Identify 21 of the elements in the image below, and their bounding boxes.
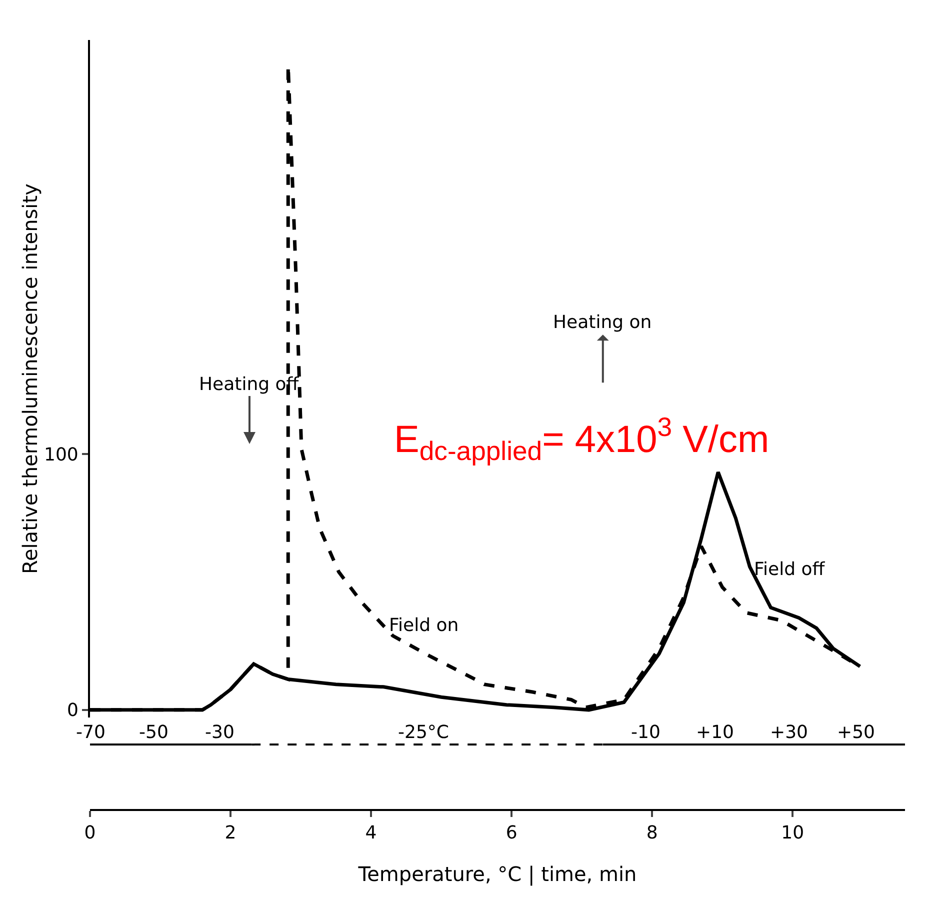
x-tick-label: 2 — [224, 822, 236, 844]
x-tick-label: 10 — [781, 822, 804, 844]
text: -10 — [631, 722, 660, 743]
text: -25°C — [398, 722, 449, 743]
text: -70 — [76, 722, 106, 743]
x-axis-title: Temperature, °C | time, min — [357, 862, 637, 886]
x-tick-label: 8 — [646, 822, 658, 844]
series-label: Field on — [389, 615, 459, 636]
text: +30 — [770, 722, 808, 743]
annotation: Heating on — [553, 312, 652, 333]
text: +50 — [837, 722, 875, 743]
text: -50 — [139, 722, 168, 743]
y-axis-title: Relative thermoluminescence intensity — [18, 183, 42, 574]
text: -30 — [205, 722, 234, 743]
annotation: E$_{dc-applied}$= 4x10$^{3}$ V/cm — [394, 412, 770, 466]
x-tick-label: 0 — [84, 822, 96, 844]
y-tick-label: 100 — [44, 444, 78, 466]
x-tick-label: 6 — [506, 822, 518, 844]
text: +10 — [696, 722, 734, 743]
x-tick-label: 4 — [365, 822, 377, 844]
series-label: Field off — [754, 559, 826, 580]
